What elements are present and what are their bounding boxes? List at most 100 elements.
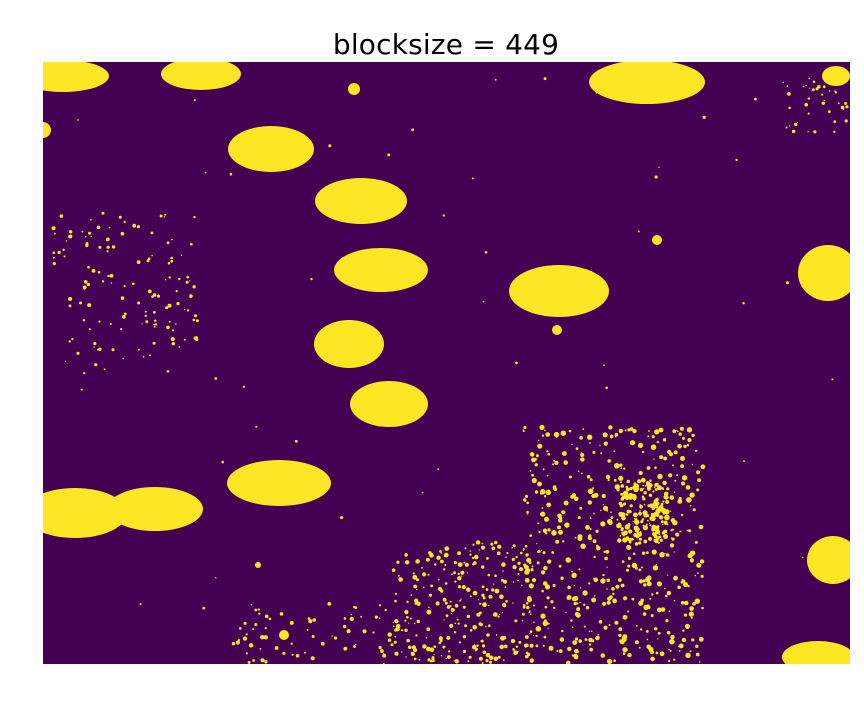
speckle [312, 618, 317, 622]
speckle [245, 633, 248, 636]
speckle [689, 558, 695, 563]
speckle [673, 599, 676, 602]
speckle [638, 646, 641, 649]
speckle [541, 570, 546, 575]
speckle [98, 245, 102, 249]
speckle [147, 257, 151, 260]
speckle [438, 641, 442, 645]
speckle [290, 642, 293, 645]
speckle [614, 436, 617, 438]
speckle [387, 381, 390, 384]
foreground-blob [589, 62, 705, 104]
speckle [681, 578, 684, 582]
speckle [260, 635, 265, 640]
speckle [648, 430, 650, 432]
speckle [291, 653, 294, 656]
speckle [439, 639, 443, 643]
speckle [578, 639, 582, 643]
speckle [631, 597, 635, 601]
speckle [822, 85, 826, 89]
speckle [646, 605, 651, 610]
speckle [414, 657, 417, 661]
speckle [437, 468, 440, 470]
speckle [406, 616, 409, 619]
speckle [606, 566, 608, 568]
speckle [633, 533, 638, 538]
speckle [600, 578, 606, 584]
speckle [392, 621, 394, 624]
speckle [640, 477, 646, 483]
speckle [518, 567, 524, 572]
speckle [485, 588, 489, 591]
speckle [414, 602, 417, 605]
speckle [802, 85, 805, 88]
speckle [646, 638, 649, 641]
speckle [656, 607, 662, 613]
speckle [192, 318, 196, 322]
speckle [64, 360, 67, 363]
speckle [813, 130, 817, 134]
speckle [453, 631, 457, 634]
speckle [168, 320, 171, 323]
speckle [494, 78, 497, 81]
speckle [627, 652, 632, 658]
speckle [69, 230, 73, 234]
speckle [479, 623, 483, 627]
speckle [689, 492, 695, 498]
speckle [421, 567, 423, 569]
speckle [583, 603, 586, 606]
speckle [231, 642, 236, 646]
speckle [431, 658, 435, 663]
speckle [444, 546, 450, 551]
foreground-blob [509, 265, 609, 317]
speckle [153, 323, 155, 326]
speckle [530, 568, 534, 572]
speckle [694, 449, 698, 452]
speckle [167, 261, 171, 265]
speckle [674, 479, 677, 482]
speckle [404, 553, 408, 557]
speckle [122, 357, 124, 360]
speckle [576, 602, 579, 605]
speckle [486, 633, 490, 637]
speckle [429, 553, 434, 558]
speckle [659, 455, 664, 460]
speckle [144, 310, 147, 313]
speckle [98, 320, 101, 323]
foreground-blob [228, 126, 314, 172]
speckle [528, 561, 532, 565]
speckle [754, 97, 757, 101]
speckle [565, 611, 567, 614]
speckle [681, 481, 686, 486]
speckle [540, 511, 546, 517]
speckle [682, 436, 685, 440]
speckle [307, 617, 311, 620]
speckle [107, 274, 110, 278]
speckle [602, 573, 605, 577]
speckle [593, 577, 599, 583]
speckle [446, 635, 451, 640]
speckle [494, 540, 498, 545]
speckle [487, 604, 490, 607]
speckle [482, 650, 487, 655]
speckle [175, 290, 178, 293]
speckle [636, 625, 638, 627]
speckle [517, 572, 520, 575]
speckle [482, 300, 485, 303]
speckle [665, 500, 670, 504]
speckle [641, 551, 646, 555]
speckle [561, 639, 564, 642]
speckle [468, 655, 472, 659]
speckle [204, 171, 207, 174]
speckle [106, 250, 109, 253]
speckle [500, 578, 504, 582]
speckle [456, 618, 459, 621]
speckle [527, 596, 532, 601]
speckle [642, 484, 644, 487]
speckle [654, 466, 657, 470]
speckle [488, 655, 494, 661]
speckle [700, 574, 704, 578]
speckle [464, 547, 467, 550]
speckle [638, 537, 642, 541]
speckle [614, 463, 620, 469]
